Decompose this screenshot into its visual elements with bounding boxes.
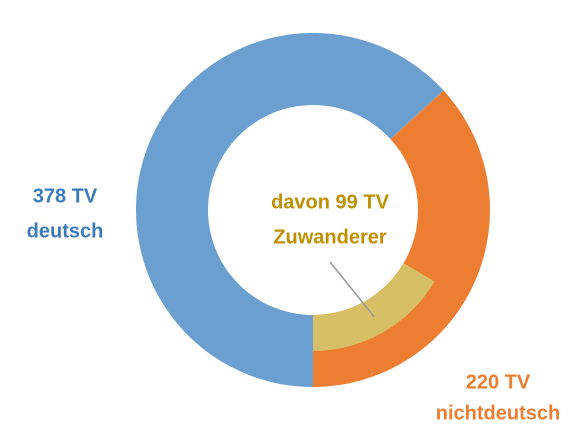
value-label: 378 TV [33,185,98,207]
leader-line [329,261,375,318]
value-label: 220 TV [466,371,531,393]
category-label: deutsch [27,220,104,242]
category-label: nichtdeutsch [436,402,560,424]
donut-segment [136,33,444,387]
inner-value-label: davon 99 TV [271,191,389,213]
inner-name-label: Zuwanderer [273,226,387,248]
inner-segment [313,263,435,351]
